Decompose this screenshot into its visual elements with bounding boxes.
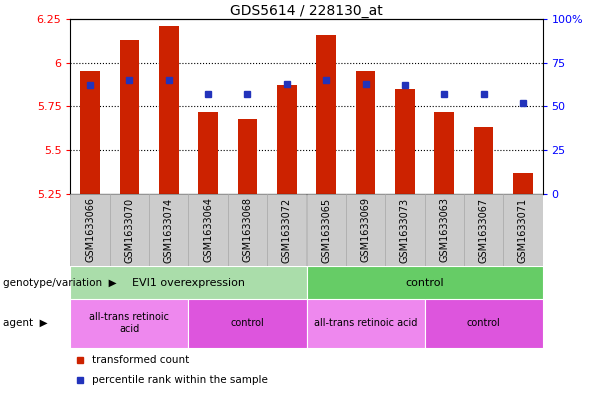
Text: control: control: [466, 318, 500, 328]
Text: all-trans retinoic acid: all-trans retinoic acid: [314, 318, 417, 328]
Bar: [277, 85, 297, 194]
Bar: [70, 266, 306, 299]
Text: GSM1633069: GSM1633069: [360, 197, 370, 263]
Bar: [238, 119, 257, 194]
Bar: [503, 194, 543, 266]
Bar: [316, 35, 336, 194]
Bar: [306, 266, 543, 299]
Bar: [199, 112, 218, 194]
Bar: [464, 194, 503, 266]
Bar: [356, 72, 375, 194]
Bar: [424, 194, 464, 266]
Text: GSM1633063: GSM1633063: [439, 197, 449, 263]
Text: GSM1633066: GSM1633066: [85, 197, 95, 263]
Bar: [189, 194, 228, 266]
Bar: [120, 40, 139, 194]
Text: GSM1633070: GSM1633070: [124, 197, 134, 263]
Bar: [474, 127, 493, 194]
Text: control: control: [405, 277, 444, 288]
Bar: [110, 194, 149, 266]
Bar: [513, 173, 533, 194]
Text: genotype/variation  ▶: genotype/variation ▶: [3, 277, 116, 288]
Text: GSM1633073: GSM1633073: [400, 197, 410, 263]
Bar: [385, 194, 424, 266]
Text: GSM1633064: GSM1633064: [203, 197, 213, 263]
Bar: [267, 194, 306, 266]
Text: GSM1633074: GSM1633074: [164, 197, 174, 263]
Text: control: control: [230, 318, 264, 328]
Bar: [70, 194, 110, 266]
Bar: [189, 299, 306, 348]
Bar: [306, 299, 424, 348]
Text: GSM1633071: GSM1633071: [518, 197, 528, 263]
Bar: [424, 299, 543, 348]
Text: agent  ▶: agent ▶: [3, 318, 48, 328]
Text: all-trans retinoic
acid: all-trans retinoic acid: [89, 312, 170, 334]
Text: GSM1633065: GSM1633065: [321, 197, 331, 263]
Bar: [435, 112, 454, 194]
Bar: [159, 26, 178, 194]
Text: percentile rank within the sample: percentile rank within the sample: [92, 375, 268, 386]
Title: GDS5614 / 228130_at: GDS5614 / 228130_at: [230, 4, 383, 18]
Bar: [395, 89, 414, 194]
Text: GSM1633068: GSM1633068: [243, 197, 253, 263]
Text: transformed count: transformed count: [92, 355, 189, 365]
Bar: [149, 194, 189, 266]
Text: EVI1 overexpression: EVI1 overexpression: [132, 277, 245, 288]
Bar: [80, 72, 100, 194]
Bar: [70, 299, 189, 348]
Bar: [346, 194, 385, 266]
Text: GSM1633072: GSM1633072: [282, 197, 292, 263]
Bar: [306, 194, 346, 266]
Bar: [228, 194, 267, 266]
Text: GSM1633067: GSM1633067: [479, 197, 489, 263]
